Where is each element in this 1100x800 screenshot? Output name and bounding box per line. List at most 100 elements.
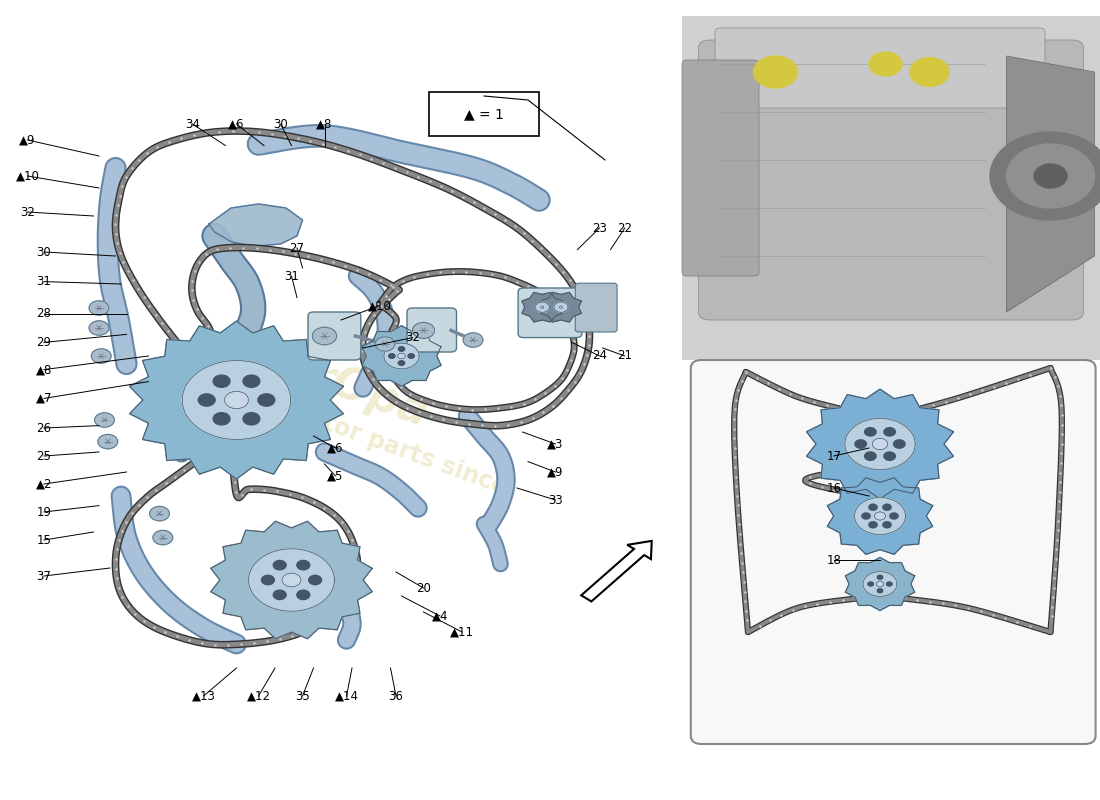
Text: ▲7: ▲7 [35,392,53,405]
Text: ▲6: ▲6 [229,118,244,130]
Polygon shape [209,204,302,246]
Text: 16: 16 [826,482,842,494]
Text: ▲9: ▲9 [20,134,35,146]
Polygon shape [130,321,343,479]
Circle shape [213,375,230,387]
Text: 30: 30 [36,246,52,258]
Circle shape [397,353,406,359]
Circle shape [213,375,230,387]
Circle shape [855,440,867,448]
Circle shape [884,452,895,460]
Circle shape [883,522,891,528]
Circle shape [877,575,883,579]
Circle shape [257,394,275,406]
Polygon shape [130,321,343,479]
Circle shape [869,504,877,510]
Circle shape [862,513,870,519]
Polygon shape [249,549,334,611]
Circle shape [884,428,895,436]
Polygon shape [536,302,549,312]
Text: ▲4: ▲4 [431,610,449,622]
Text: 23: 23 [592,222,607,234]
Circle shape [1034,164,1067,188]
Text: ▲13: ▲13 [191,690,216,702]
Polygon shape [211,522,372,638]
Polygon shape [183,361,290,439]
Text: 25: 25 [36,450,52,462]
Polygon shape [211,522,372,638]
Circle shape [463,333,483,347]
Circle shape [893,440,905,448]
Circle shape [91,349,111,363]
Circle shape [877,575,883,579]
Circle shape [990,132,1100,220]
Circle shape [153,530,173,545]
Circle shape [887,582,892,586]
Text: eurOpa: eurOpa [248,333,434,435]
Text: 18: 18 [826,554,842,566]
Polygon shape [846,558,914,610]
Text: 22: 22 [617,222,632,234]
Text: 24: 24 [592,350,607,362]
Text: 27: 27 [289,242,305,254]
Circle shape [388,354,395,358]
Circle shape [398,346,405,351]
Polygon shape [1006,56,1094,312]
Circle shape [872,438,888,450]
Circle shape [243,375,260,387]
Circle shape [297,561,310,570]
Polygon shape [846,558,914,610]
Polygon shape [541,293,581,322]
Circle shape [273,590,286,599]
Polygon shape [806,390,954,498]
Circle shape [282,573,301,587]
Circle shape [877,589,883,593]
Circle shape [309,575,321,585]
FancyBboxPatch shape [575,283,617,332]
Text: motor parts since: motor parts since [282,397,510,499]
Text: ▲ = 1: ▲ = 1 [464,107,504,121]
Circle shape [868,582,873,586]
Circle shape [890,513,898,519]
Polygon shape [554,302,568,312]
FancyBboxPatch shape [691,360,1096,744]
Polygon shape [522,293,562,322]
Circle shape [262,575,274,585]
Circle shape [273,590,286,599]
Text: 36: 36 [388,690,404,702]
FancyBboxPatch shape [715,28,1045,108]
Circle shape [884,452,895,460]
Text: 20: 20 [416,582,431,594]
Text: ▲8: ▲8 [317,118,332,130]
Circle shape [408,354,415,358]
Text: 15: 15 [36,534,52,546]
Circle shape [213,413,230,425]
FancyBboxPatch shape [518,288,582,338]
Circle shape [398,361,405,366]
Polygon shape [183,361,290,439]
Text: 34: 34 [185,118,200,130]
Circle shape [224,391,249,409]
Circle shape [398,346,405,351]
Circle shape [273,561,286,570]
Text: 29: 29 [36,336,52,349]
Text: ▲3: ▲3 [548,438,563,450]
Circle shape [877,582,883,586]
Circle shape [243,413,260,425]
Polygon shape [827,478,933,554]
Polygon shape [827,478,933,554]
Circle shape [397,353,406,359]
Circle shape [884,428,895,436]
Circle shape [297,561,310,570]
Text: ▲14: ▲14 [334,690,359,702]
Polygon shape [249,549,334,611]
Circle shape [257,394,275,406]
Circle shape [408,354,415,358]
FancyBboxPatch shape [682,16,1100,360]
Circle shape [282,573,301,587]
Circle shape [89,301,109,315]
Circle shape [862,513,870,519]
Polygon shape [362,326,441,386]
Circle shape [273,561,286,570]
Polygon shape [806,390,954,498]
